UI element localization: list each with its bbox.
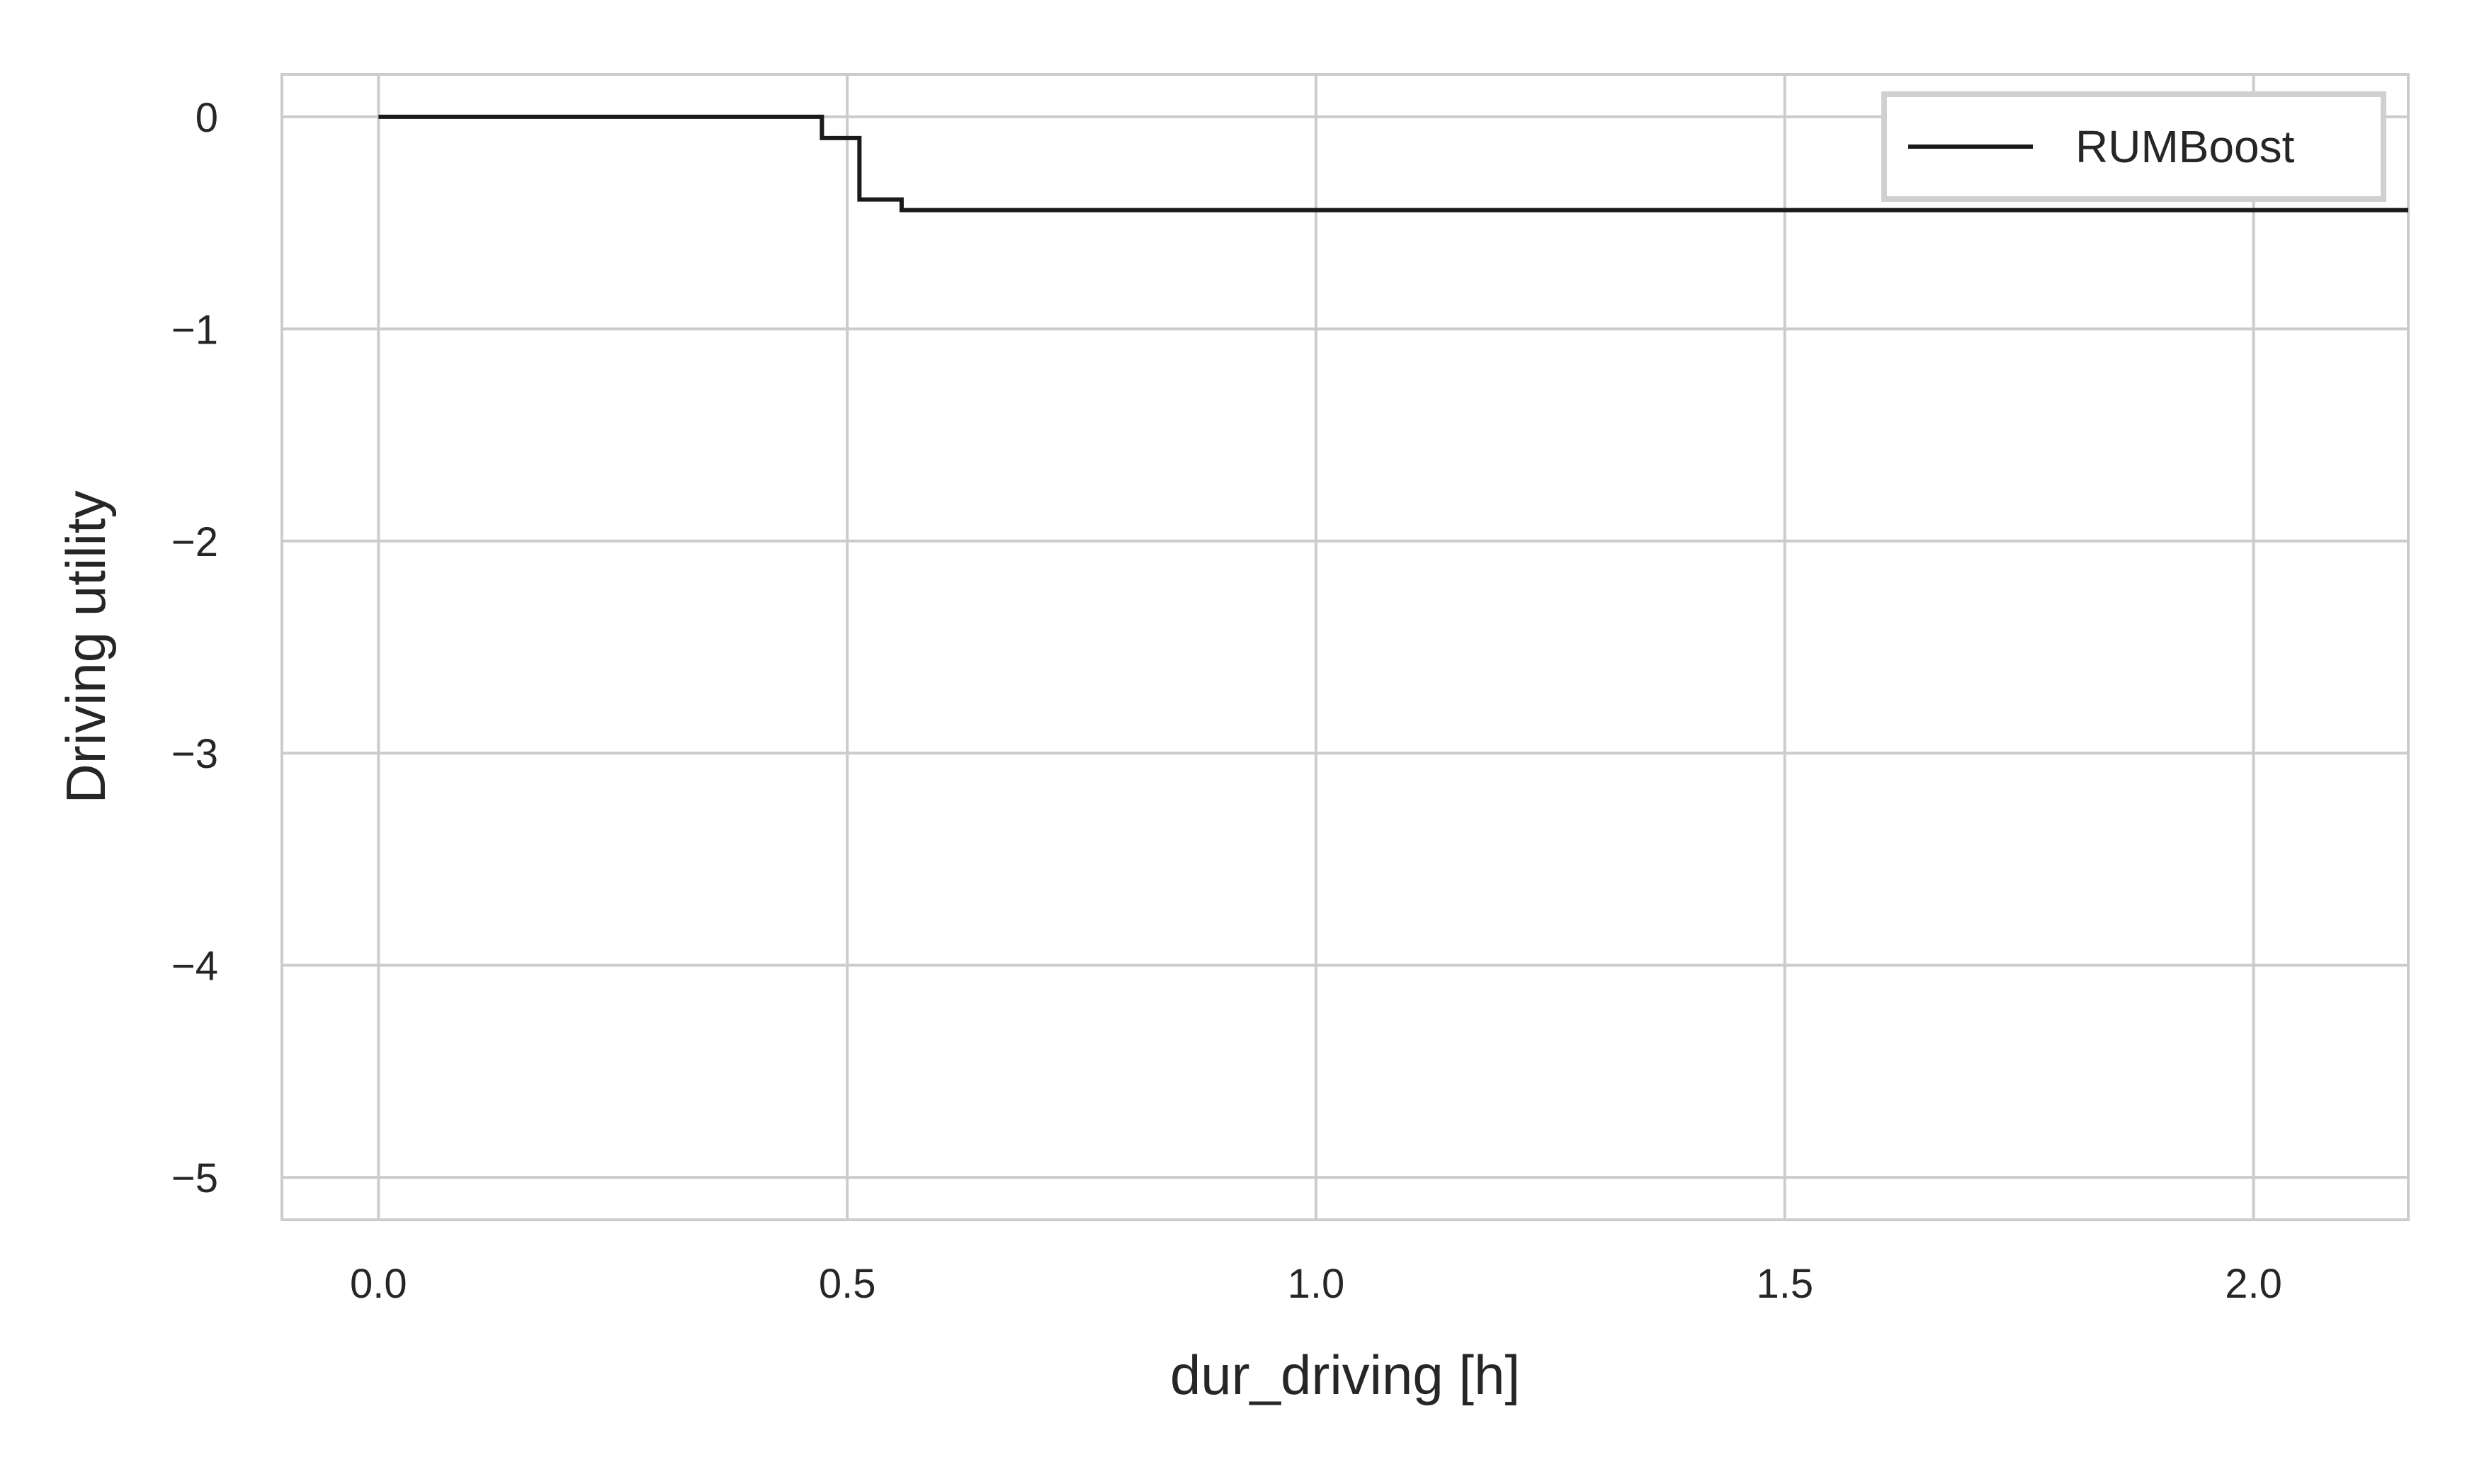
ticks: 0.0 0.5 1.0 1.5 2.0 0 −1 −2 −3 −4 −5 xyxy=(171,95,2282,1307)
x-tick-label: 0.0 xyxy=(350,1261,407,1307)
y-tick-label: −1 xyxy=(171,307,218,353)
y-tick-label: 0 xyxy=(195,95,218,141)
y-tick-label: −2 xyxy=(171,519,218,565)
y-tick-label: −4 xyxy=(171,944,218,990)
y-tick-label: −3 xyxy=(171,731,218,777)
legend-label-rumboost: RUMBoost xyxy=(2075,121,2295,172)
series-line-rumboost xyxy=(378,114,2408,213)
y-axis-label: Driving utility xyxy=(55,490,117,803)
x-tick-label: 1.5 xyxy=(1756,1261,1813,1307)
y-tick-label: −5 xyxy=(171,1155,218,1201)
x-tick-label: 2.0 xyxy=(2225,1261,2282,1307)
x-axis-label: dur_driving [h] xyxy=(1170,1344,1520,1406)
x-tick-label: 1.0 xyxy=(1288,1261,1345,1307)
series xyxy=(378,114,2408,213)
x-tick-label: 0.5 xyxy=(819,1261,876,1307)
plot-frame xyxy=(280,73,2410,1221)
legend: RUMBoost xyxy=(1881,91,2386,202)
